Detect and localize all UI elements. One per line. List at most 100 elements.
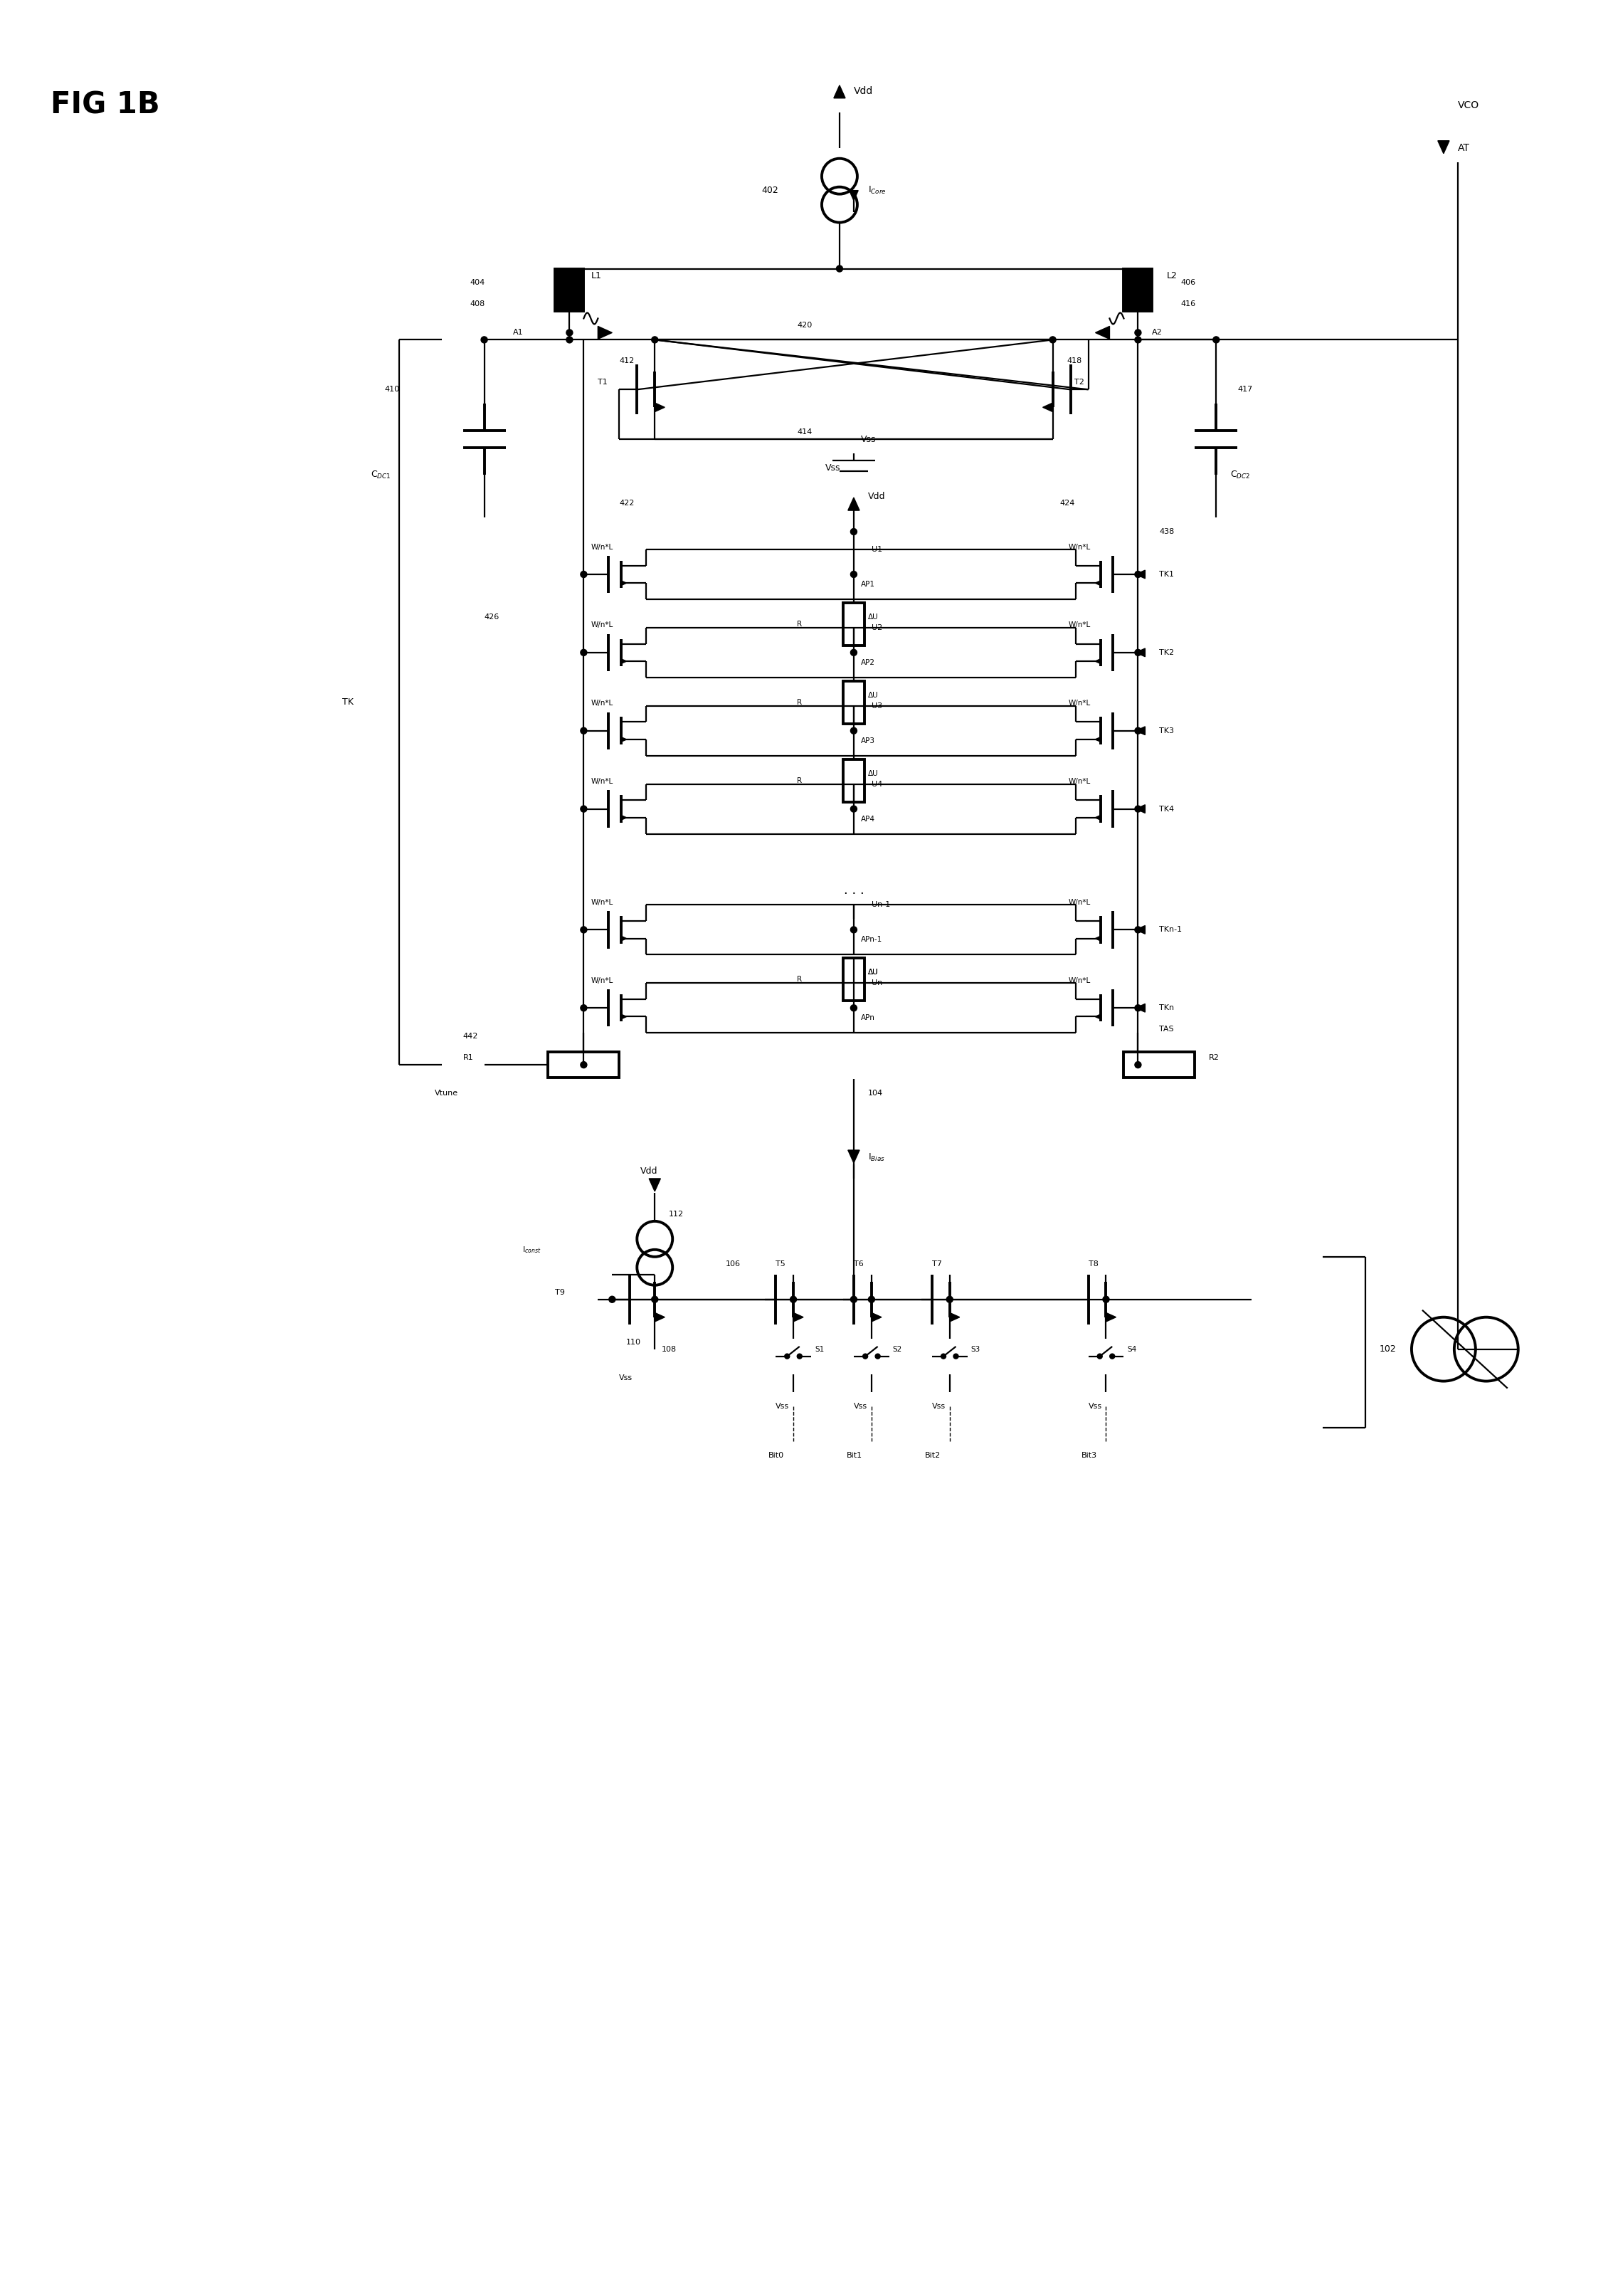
Text: S4: S4 (1127, 1345, 1137, 1352)
Text: TK4: TK4 (1159, 806, 1174, 813)
Text: I$_{Bias}$: I$_{Bias}$ (868, 1153, 884, 1162)
Text: W/n*L: W/n*L (592, 978, 613, 985)
Circle shape (947, 1297, 954, 1302)
Circle shape (851, 928, 857, 932)
Text: VCO: VCO (1458, 101, 1479, 110)
Circle shape (941, 1355, 946, 1359)
Text: R: R (798, 698, 802, 705)
Text: Vss: Vss (619, 1373, 634, 1382)
Text: U1: U1 (872, 546, 883, 553)
Text: 416: 416 (1180, 301, 1196, 308)
Text: Vss: Vss (933, 1403, 946, 1410)
Text: A2: A2 (1153, 328, 1163, 335)
Text: APn-1: APn-1 (860, 937, 883, 944)
Polygon shape (1135, 569, 1145, 579)
Bar (555, 269, 584, 312)
Polygon shape (621, 581, 627, 585)
Polygon shape (1135, 806, 1145, 813)
Text: 418: 418 (1068, 358, 1082, 365)
Text: Vdd: Vdd (868, 491, 886, 501)
Text: Bit2: Bit2 (925, 1453, 941, 1460)
Text: 106: 106 (725, 1261, 741, 1267)
Text: U3: U3 (872, 703, 883, 709)
Text: Vdd: Vdd (854, 85, 873, 96)
Text: AP4: AP4 (860, 815, 875, 822)
Text: TKn: TKn (1159, 1003, 1174, 1013)
Text: 402: 402 (761, 186, 778, 195)
Text: Vss: Vss (1089, 1403, 1101, 1410)
Polygon shape (1095, 659, 1101, 664)
Text: FIG 1B: FIG 1B (51, 90, 161, 119)
Text: W/n*L: W/n*L (1068, 978, 1090, 985)
Circle shape (1135, 338, 1142, 342)
Circle shape (1135, 1061, 1142, 1068)
Circle shape (851, 528, 857, 535)
Polygon shape (621, 815, 627, 820)
Polygon shape (1135, 1003, 1145, 1013)
Text: U4: U4 (872, 781, 883, 788)
Text: 417: 417 (1238, 386, 1253, 393)
Text: TKn-1: TKn-1 (1159, 925, 1182, 934)
Polygon shape (793, 1313, 804, 1322)
Text: AP2: AP2 (860, 659, 875, 666)
Polygon shape (654, 402, 664, 411)
Bar (843, 957, 865, 1001)
Circle shape (651, 1297, 658, 1302)
Text: C$_{DC1}$: C$_{DC1}$ (370, 468, 391, 480)
Bar (1124, 269, 1153, 312)
Text: T2: T2 (1074, 379, 1084, 386)
Text: Bit1: Bit1 (847, 1453, 862, 1460)
Circle shape (1135, 728, 1142, 735)
Text: Vtune: Vtune (434, 1091, 458, 1097)
Polygon shape (654, 1313, 664, 1322)
Polygon shape (1095, 737, 1101, 742)
Text: T5: T5 (775, 1261, 785, 1267)
Text: AP3: AP3 (860, 737, 875, 744)
Polygon shape (621, 1015, 627, 1019)
Text: W/n*L: W/n*L (1068, 898, 1090, 907)
Text: S1: S1 (815, 1345, 823, 1352)
Circle shape (1135, 328, 1142, 335)
Circle shape (1135, 650, 1142, 657)
Text: 442: 442 (463, 1033, 478, 1040)
Circle shape (580, 728, 587, 735)
Text: C$_{DC2}$: C$_{DC2}$ (1230, 468, 1251, 480)
Polygon shape (1106, 1313, 1116, 1322)
Circle shape (790, 1297, 796, 1302)
Text: Un-1: Un-1 (872, 902, 891, 909)
Text: 424: 424 (1060, 501, 1076, 507)
Polygon shape (1095, 1015, 1101, 1019)
Polygon shape (849, 191, 859, 200)
Polygon shape (1095, 815, 1101, 820)
Circle shape (851, 728, 857, 735)
Circle shape (580, 806, 587, 813)
Text: 408: 408 (470, 301, 486, 308)
Text: W/n*L: W/n*L (1068, 700, 1090, 707)
Text: U2: U2 (872, 625, 883, 631)
Text: 104: 104 (868, 1091, 883, 1097)
Polygon shape (835, 85, 846, 99)
Text: R2: R2 (1209, 1054, 1219, 1061)
Circle shape (481, 338, 487, 342)
Polygon shape (1095, 581, 1101, 585)
Text: Vss: Vss (854, 1403, 867, 1410)
Text: T7: T7 (933, 1261, 942, 1267)
Circle shape (836, 266, 843, 271)
Polygon shape (1042, 402, 1053, 411)
Circle shape (580, 1061, 587, 1068)
Text: W/n*L: W/n*L (592, 778, 613, 785)
Text: 108: 108 (662, 1345, 677, 1352)
Circle shape (609, 1297, 616, 1302)
Circle shape (566, 338, 572, 342)
Circle shape (1135, 928, 1142, 932)
Text: L2: L2 (1166, 271, 1177, 280)
Polygon shape (1135, 925, 1145, 934)
Text: A1: A1 (513, 328, 523, 335)
Text: Vss: Vss (860, 434, 876, 443)
Text: W/n*L: W/n*L (1068, 778, 1090, 785)
Text: Un: Un (872, 980, 883, 987)
Text: 112: 112 (669, 1210, 683, 1217)
Text: 426: 426 (484, 613, 500, 620)
Text: T9: T9 (555, 1288, 564, 1295)
Text: TAS: TAS (1159, 1026, 1174, 1033)
